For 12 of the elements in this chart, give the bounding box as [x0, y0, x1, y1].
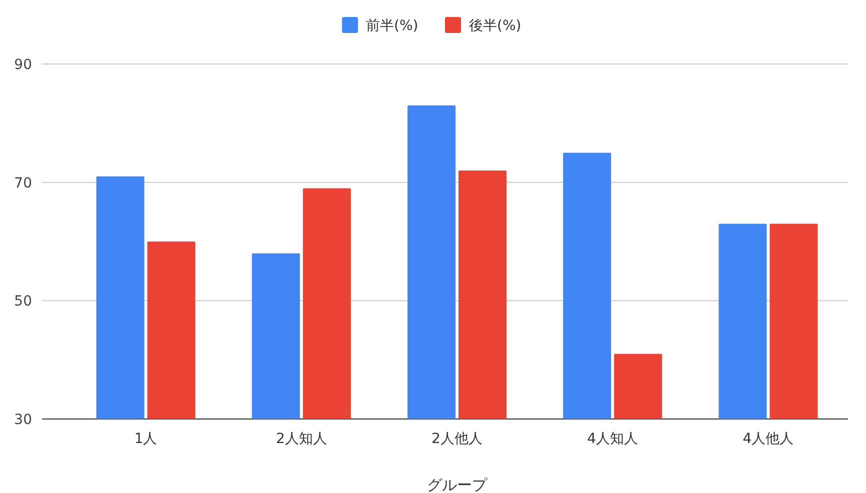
- x-axis-title: グループ: [427, 476, 488, 493]
- x-tick-label: 2人知人: [276, 431, 327, 447]
- x-tick-label: 4人他人: [742, 431, 794, 447]
- y-tick-label: 70: [14, 175, 32, 192]
- legend-label: 後半(%): [469, 18, 522, 34]
- y-tick-label: 50: [14, 294, 32, 310]
- x-tick-label: 2人他人: [432, 431, 482, 447]
- x-tick-label: 1人: [134, 431, 158, 447]
- y-tick-label: 90: [14, 57, 32, 73]
- x-tick-label: 4人知人: [587, 431, 638, 447]
- legend-label: 前半(%): [366, 18, 418, 34]
- y-tick-label: 30: [14, 412, 32, 428]
